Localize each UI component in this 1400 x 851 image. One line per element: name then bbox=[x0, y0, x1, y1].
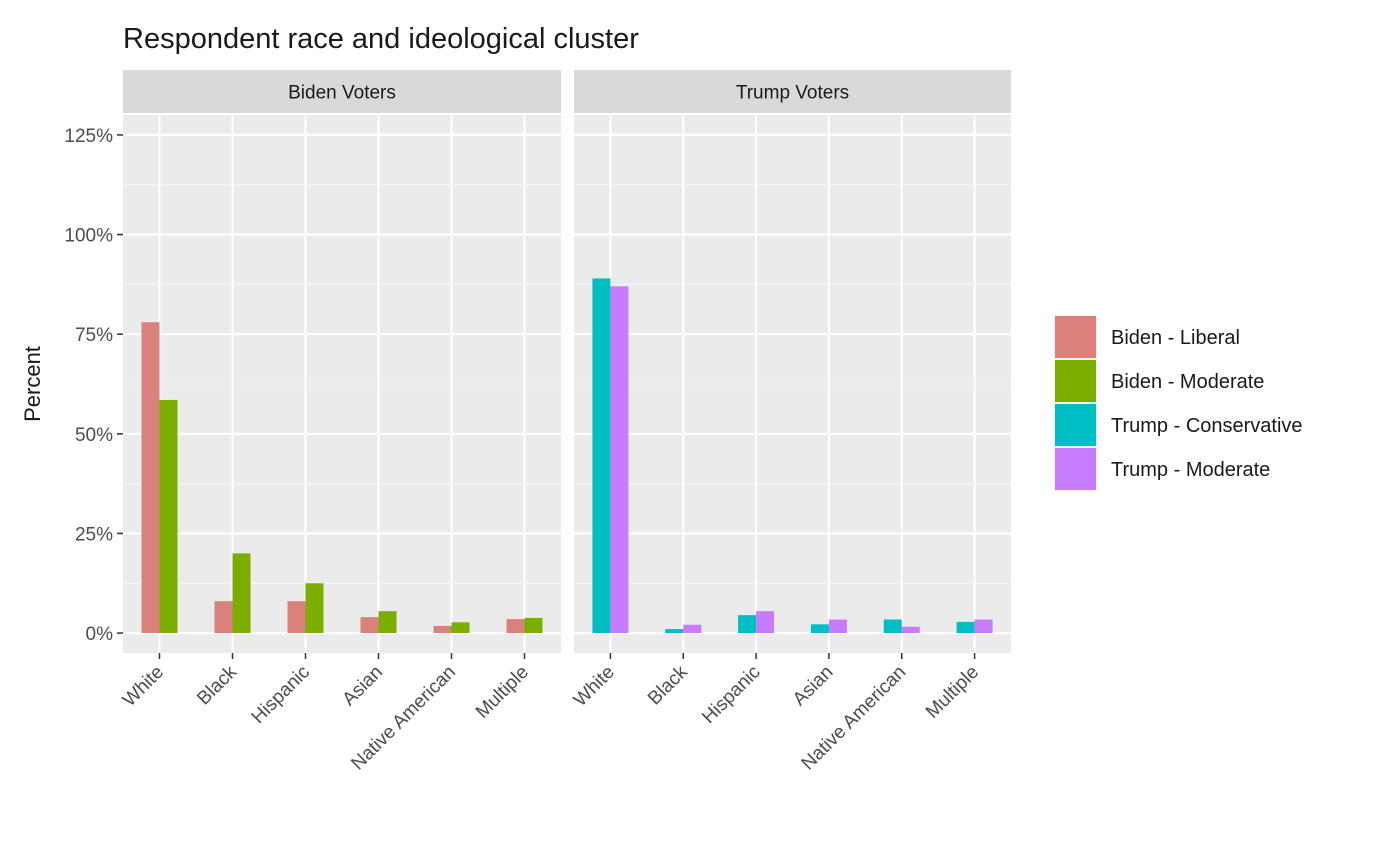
legend-label: Trump - Conservative bbox=[1111, 415, 1303, 437]
legend-key-biden-moderate bbox=[1055, 360, 1096, 402]
facet-strip bbox=[123, 70, 561, 113]
x-tick-label-white: White bbox=[119, 662, 168, 711]
legend-item-biden-liberal: Biden - Liberal bbox=[1054, 315, 1240, 359]
bar-biden-voters-biden-moderate-multiple bbox=[524, 617, 543, 634]
facet-strip-label: Trump Voters bbox=[736, 83, 849, 104]
legend: Biden - Liberal Biden - Moderate Trump - C… bbox=[1054, 315, 1303, 491]
facet-strip-label: Biden Voters bbox=[288, 83, 396, 104]
y-tick-label: 100% bbox=[64, 226, 113, 247]
bar-trump-voters-trump-moderate-white bbox=[610, 286, 629, 634]
bar-trump-voters-trump-conservative-multiple bbox=[956, 621, 975, 634]
bar-biden-voters-biden-moderate-native-american bbox=[451, 622, 470, 634]
x-tick-label-hispanic: Hispanic bbox=[248, 662, 314, 728]
bar-biden-voters-biden-moderate-asian bbox=[378, 611, 397, 634]
bar-biden-voters-biden-moderate-hispanic bbox=[305, 583, 324, 634]
x-tick-label-hispanic: Hispanic bbox=[698, 662, 764, 728]
bar-biden-voters-biden-liberal-black bbox=[214, 601, 233, 634]
bar-trump-voters-trump-moderate-asian bbox=[828, 619, 847, 634]
bar-biden-voters-biden-moderate-white bbox=[159, 399, 178, 634]
bar-trump-voters-trump-moderate-multiple bbox=[974, 619, 993, 634]
legend-key-biden-liberal bbox=[1055, 316, 1096, 358]
y-tick-label: 25% bbox=[75, 524, 113, 545]
x-tick-label-black: Black bbox=[193, 661, 241, 709]
legend-key-trump-moderate bbox=[1055, 448, 1096, 490]
legend-item-biden-moderate: Biden - Moderate bbox=[1054, 359, 1264, 403]
y-axis: 0% 25% 50% 75% 100% 125% bbox=[64, 126, 123, 645]
chart-title: Respondent race and ideological cluster bbox=[123, 23, 639, 55]
x-tick-label-multiple: Multiple bbox=[472, 662, 533, 723]
y-tick-label: 125% bbox=[64, 126, 113, 147]
legend-item-trump-moderate: Trump - Moderate bbox=[1054, 447, 1270, 491]
bar-biden-voters-biden-liberal-asian bbox=[360, 617, 379, 634]
facet-strip bbox=[574, 70, 1011, 113]
bar-trump-voters-trump-moderate-native-american bbox=[901, 626, 920, 634]
bar-biden-voters-biden-moderate-black bbox=[232, 553, 251, 634]
y-tick-label: 50% bbox=[75, 425, 113, 446]
y-axis-label: Percent bbox=[20, 346, 45, 422]
legend-key-trump-conservative bbox=[1055, 404, 1096, 446]
x-tick-label-multiple: Multiple bbox=[922, 662, 983, 723]
legend-label: Trump - Moderate bbox=[1111, 459, 1270, 481]
bar-biden-voters-biden-liberal-native-american bbox=[433, 625, 452, 634]
legend-item-trump-conservative: Trump - Conservative bbox=[1054, 403, 1303, 447]
bar-biden-voters-biden-liberal-hispanic bbox=[287, 601, 306, 634]
x-tick-label-black: Black bbox=[644, 661, 692, 709]
bar-biden-voters-biden-liberal-white bbox=[141, 322, 160, 634]
y-tick-label: 0% bbox=[86, 624, 114, 645]
y-tick-label: 75% bbox=[75, 325, 113, 346]
bar-trump-voters-trump-conservative-native-american bbox=[883, 619, 902, 634]
bar-trump-voters-trump-moderate-hispanic bbox=[756, 611, 775, 634]
bar-trump-voters-trump-moderate-black bbox=[683, 624, 702, 634]
bar-trump-voters-trump-conservative-white bbox=[592, 278, 611, 634]
legend-label: Biden - Liberal bbox=[1111, 327, 1240, 349]
legend-label: Biden - Moderate bbox=[1111, 371, 1264, 393]
bar-biden-voters-biden-liberal-multiple bbox=[506, 619, 525, 634]
x-tick-label-white: White bbox=[570, 662, 619, 711]
bar-trump-voters-trump-conservative-asian bbox=[810, 624, 829, 634]
bar-trump-voters-trump-conservative-hispanic bbox=[738, 615, 757, 634]
bar-trump-voters-trump-conservative-black bbox=[665, 629, 684, 634]
x-tick-label-asian: Asian bbox=[789, 662, 837, 710]
x-tick-label-asian: Asian bbox=[339, 662, 387, 710]
